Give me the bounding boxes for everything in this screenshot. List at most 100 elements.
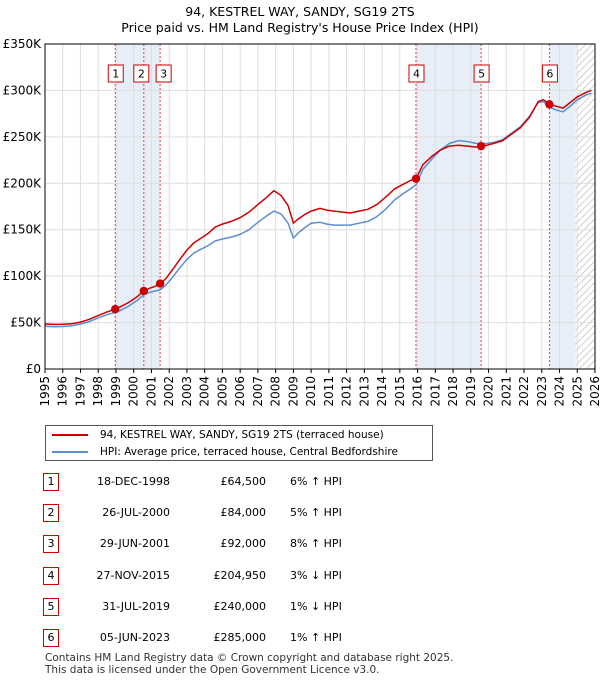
x-tick-label: 1996	[56, 376, 70, 407]
x-tick-label: 2002	[162, 376, 176, 407]
transaction-date: 26-JUL-2000	[102, 506, 170, 520]
x-tick-label: 2005	[215, 376, 229, 407]
y-tick-label: £150K	[3, 223, 43, 237]
future-hatch	[575, 44, 595, 369]
chart-title: 94, KESTREL WAY, SANDY, SG19 2TS Price p…	[0, 4, 600, 36]
transaction-price: £240,000	[213, 599, 267, 613]
x-tick-label: 2000	[127, 376, 141, 407]
footer-note: Contains HM Land Registry data © Crown c…	[45, 652, 453, 676]
sale-point-2	[139, 286, 149, 296]
transaction-number: 2	[43, 504, 59, 523]
x-tick-label: 2017	[428, 376, 442, 407]
transaction-hpi-change: 1% ↑ HPI	[290, 631, 342, 644]
x-tick-label: 1999	[109, 376, 123, 407]
legend-swatch-hpi	[52, 451, 88, 453]
y-tick-label: £350K	[3, 37, 43, 51]
transaction-row: 1 18-DEC-1998 £64,500 6% ↑ HPI	[0, 473, 600, 491]
chart-legend: 94, KESTREL WAY, SANDY, SG19 2TS (terrac…	[45, 425, 433, 461]
chart-subtitle: Price paid vs. HM Land Registry's House …	[121, 20, 479, 35]
marker-label-5: 5	[478, 68, 485, 81]
x-tick-label: 2004	[198, 376, 212, 407]
marker-box-5	[473, 64, 490, 83]
x-tick-label: 2024	[553, 376, 567, 407]
x-tick-label: 2003	[180, 376, 194, 407]
sale-point-5	[476, 141, 486, 151]
transaction-date: 27-NOV-2015	[96, 568, 170, 582]
marker-label-1: 1	[112, 68, 119, 81]
x-tick-label: 2009	[286, 376, 300, 407]
marker-box-4	[408, 64, 425, 83]
y-tick-label: £200K	[3, 176, 43, 190]
transaction-number: 4	[43, 566, 59, 585]
transaction-price: £64,500	[220, 475, 267, 488]
transaction-hpi-change: 8% ↑ HPI	[290, 537, 342, 551]
transaction-price: £84,000	[220, 506, 267, 520]
legend-label-hpi: HPI: Average price, terraced house, Cent…	[100, 446, 398, 458]
marker-box-6	[541, 64, 558, 83]
transaction-hpi-change: 5% ↑ HPI	[290, 506, 342, 520]
x-tick-label: 1998	[91, 376, 105, 407]
transaction-row: 2 26-JUL-2000 £84,000 5% ↑ HPI	[0, 504, 600, 523]
x-tick-label: 2012	[340, 376, 354, 407]
transaction-date: 18-DEC-1998	[96, 475, 170, 488]
x-tick-label: 1995	[38, 376, 52, 407]
marker-label-4: 4	[413, 68, 420, 81]
x-tick-label: 2010	[304, 376, 318, 407]
chart-title-main: 94, KESTREL WAY, SANDY, SG19 2TS	[185, 4, 415, 19]
y-tick-label: £0	[26, 362, 41, 376]
plot-frame	[44, 43, 596, 370]
footer-line-1: Contains HM Land Registry data © Crown c…	[45, 652, 454, 664]
marker-label-2: 2	[138, 68, 145, 81]
x-tick-label: 2019	[464, 376, 478, 407]
x-tick-label: 2025	[570, 376, 584, 407]
x-tick-label: 2007	[251, 376, 265, 407]
transaction-number: 3	[43, 535, 59, 554]
x-tick-label: 2001	[144, 376, 158, 407]
transaction-price: £92,000	[220, 537, 267, 551]
transaction-hpi-change: 3% ↓ HPI	[290, 568, 342, 582]
shaded-span-3	[549, 44, 576, 369]
y-tick-label: £100K	[3, 269, 43, 283]
transaction-date: 05-JUN-2023	[99, 631, 170, 644]
x-tick-label: 2026	[588, 376, 600, 407]
transaction-row: 4 27-NOV-2015 £204,950 3% ↓ HPI	[0, 566, 600, 585]
legend-label-property: 94, KESTREL WAY, SANDY, SG19 2TS (terrac…	[100, 429, 384, 441]
legend-item-property: 94, KESTREL WAY, SANDY, SG19 2TS (terrac…	[52, 427, 384, 443]
y-tick-label: £300K	[3, 83, 43, 97]
x-tick-label: 2013	[357, 376, 371, 407]
x-tick-label: 2020	[482, 376, 496, 407]
x-tick-label: 2011	[322, 376, 336, 407]
transaction-date: 29-JUN-2001	[99, 537, 170, 551]
y-tick-label: £50K	[10, 316, 42, 330]
transaction-row: 5 31-JUL-2019 £240,000 1% ↓ HPI	[0, 597, 600, 616]
shaded-span-2	[415, 44, 482, 369]
price-chart: 1 2 3 4 5 6 £0 £50K £100K £150K £200K £250K £300K £3…	[3, 37, 600, 407]
sale-point-1	[111, 304, 120, 314]
transaction-number: 6	[43, 629, 59, 647]
sale-point-3	[155, 279, 165, 288]
x-tick-label: 2021	[499, 376, 513, 407]
transaction-number: 5	[43, 597, 59, 616]
legend-swatch-property	[52, 434, 88, 436]
x-tick-label: 2014	[375, 376, 389, 407]
x-tick-label: 2015	[393, 376, 407, 407]
x-tick-label: 2018	[446, 376, 460, 407]
shaded-span-1	[115, 44, 161, 369]
transaction-price: £204,950	[213, 568, 267, 582]
sale-point-4	[411, 174, 421, 183]
y-tick-label: £250K	[3, 130, 43, 144]
marker-box-2	[133, 64, 150, 83]
x-tick-label: 2022	[517, 376, 531, 407]
x-tick-label: 1997	[73, 376, 87, 407]
marker-label-6: 6	[546, 68, 553, 81]
x-tick-label: 2016	[411, 376, 425, 407]
transaction-hpi-change: 6% ↑ HPI	[290, 475, 342, 488]
transaction-price: £285,000	[213, 631, 267, 644]
footer-line-2: This data is licensed under the Open Gov…	[45, 664, 380, 676]
transaction-row: 3 29-JUN-2001 £92,000 8% ↑ HPI	[0, 535, 600, 554]
marker-box-1	[107, 64, 124, 83]
transaction-number: 1	[43, 473, 59, 491]
legend-item-hpi: HPI: Average price, terraced house, Cent…	[52, 444, 398, 460]
transaction-row: 6 05-JUN-2023 £285,000 1% ↑ HPI	[0, 629, 600, 647]
sale-point-6	[545, 100, 554, 109]
